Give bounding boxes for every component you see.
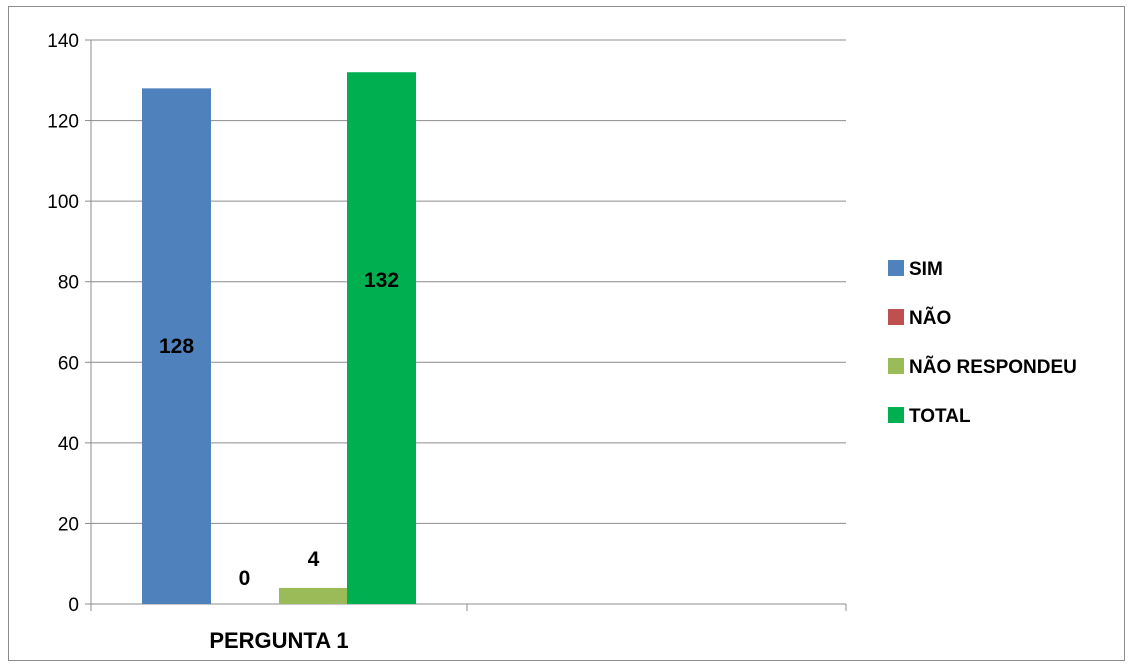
- legend-item: TOTAL: [888, 406, 971, 427]
- legend-swatch: [888, 407, 904, 423]
- data-label: 0: [239, 567, 251, 590]
- y-tick-label: 40: [58, 434, 79, 455]
- legend-label: NÃO: [909, 307, 951, 329]
- bar-sim: [142, 88, 211, 605]
- bar-total: [347, 72, 416, 604]
- legend-swatch: [888, 260, 904, 276]
- legend-swatch: [888, 309, 904, 325]
- x-category-label: PERGUNTA 1: [209, 628, 348, 653]
- data-label: 132: [364, 269, 399, 292]
- bar-não-respondeu: [279, 587, 348, 604]
- data-label: 128: [159, 335, 194, 358]
- y-tick-label: 20: [58, 514, 79, 535]
- y-tick-label: 140: [47, 31, 79, 52]
- data-labels: 128 0 4 132: [159, 269, 399, 590]
- y-tick-label: 0: [68, 595, 79, 616]
- legend-item: NÃO: [888, 307, 951, 329]
- legend: SIM NÃO NÃO RESPONDEU TOTAL: [888, 259, 1077, 427]
- legend-swatch: [888, 358, 904, 374]
- legend-item: NÃO RESPONDEU: [888, 356, 1077, 378]
- legend-label: TOTAL: [909, 406, 971, 427]
- data-label: 4: [308, 548, 320, 571]
- gridlines: [91, 39, 846, 524]
- bars: [142, 72, 416, 605]
- legend-item: SIM: [888, 259, 943, 280]
- y-tick-label: 100: [47, 192, 79, 213]
- legend-label: SIM: [909, 259, 943, 280]
- legend-label: NÃO RESPONDEU: [909, 356, 1077, 378]
- y-tick-label: 80: [58, 273, 79, 294]
- y-tick-label: 120: [47, 112, 79, 133]
- y-tick-label: 60: [58, 353, 79, 374]
